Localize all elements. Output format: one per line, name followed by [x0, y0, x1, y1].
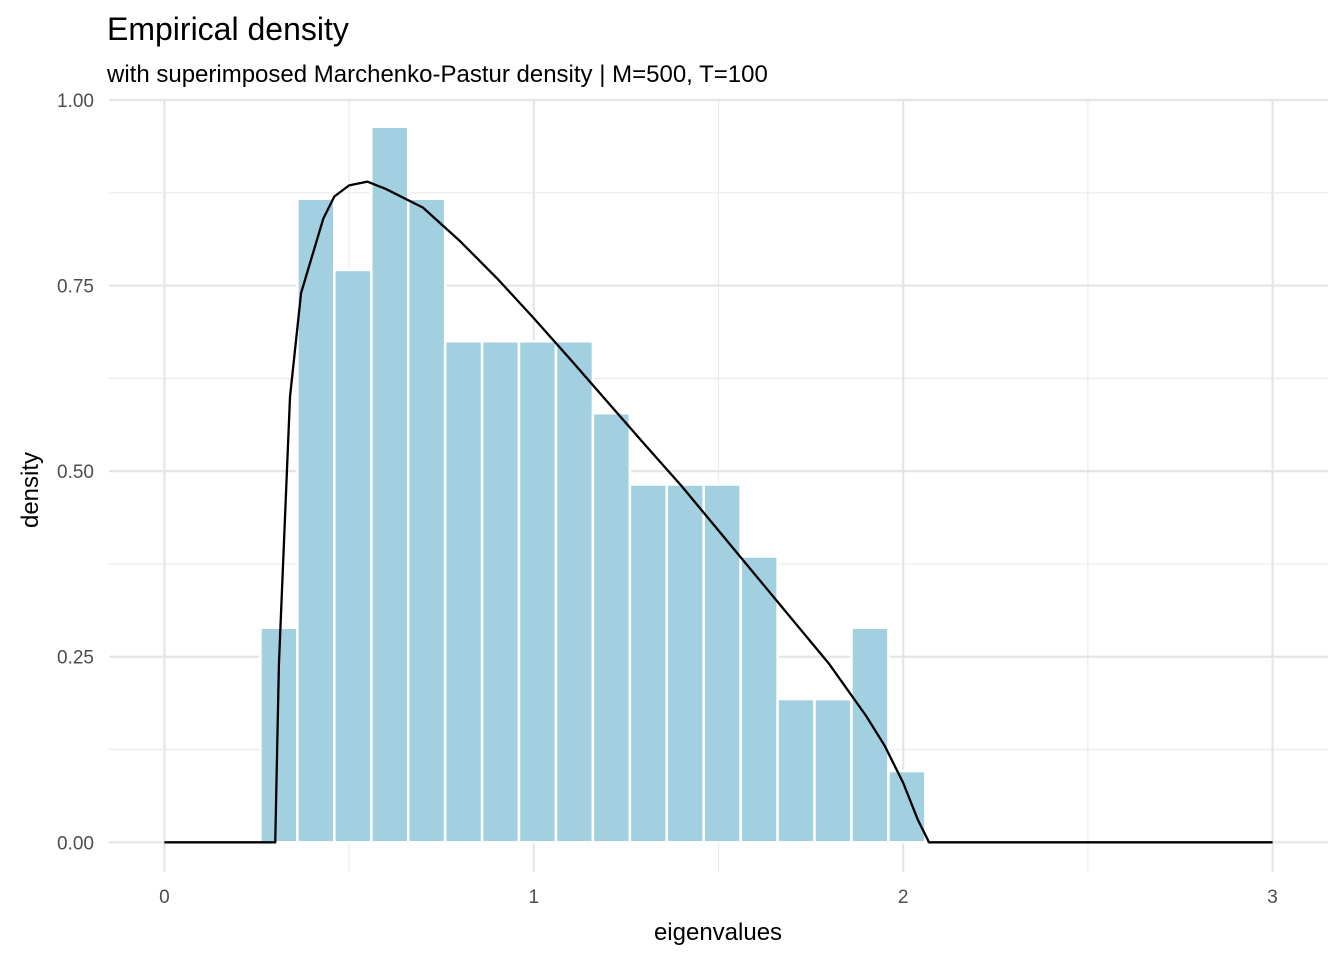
density-curve — [164, 180, 1273, 844]
y-tick-label: 0.75 — [57, 277, 94, 298]
x-tick-label: 0 — [159, 887, 170, 908]
histogram-bar — [554, 340, 595, 844]
chart-subtitle: with superimposed Marchenko-Pastur densi… — [106, 61, 768, 88]
histogram-bar — [850, 626, 890, 844]
histogram-bar — [813, 697, 853, 844]
x-axis-title: eigenvalues — [654, 919, 782, 946]
histogram-bar — [370, 125, 410, 844]
histogram-bar — [259, 626, 299, 844]
chart-title: Empirical density — [107, 11, 349, 47]
histogram-bar — [665, 483, 705, 844]
x-tick-label: 3 — [1267, 887, 1278, 908]
histogram-bar — [702, 483, 742, 844]
histogram-bars — [259, 125, 927, 844]
x-tick-label: 1 — [529, 887, 540, 908]
y-axis-tick-labels: 0.00 0.25 0.50 0.75 1.00 — [57, 91, 94, 854]
y-axis-title: density — [17, 452, 44, 528]
histogram-bar — [406, 197, 447, 844]
histogram-bar — [443, 340, 484, 844]
histogram-bar — [296, 197, 336, 844]
histogram-bar — [591, 412, 632, 844]
histogram-bar — [739, 555, 779, 844]
y-tick-label: 0.25 — [57, 648, 94, 669]
histogram-bar — [628, 483, 669, 844]
histogram-bar — [776, 697, 816, 844]
density-line — [164, 180, 1273, 844]
histogram-bar — [480, 340, 521, 844]
y-tick-label: 1.00 — [57, 91, 94, 112]
histogram-bar — [517, 340, 558, 844]
x-tick-label: 2 — [898, 887, 909, 908]
y-tick-label: 0.00 — [57, 833, 94, 854]
x-axis-tick-labels: 0 1 2 3 — [159, 887, 1278, 908]
histogram-bar — [333, 268, 373, 844]
histogram-bar — [887, 769, 927, 844]
y-tick-label: 0.50 — [57, 462, 94, 483]
